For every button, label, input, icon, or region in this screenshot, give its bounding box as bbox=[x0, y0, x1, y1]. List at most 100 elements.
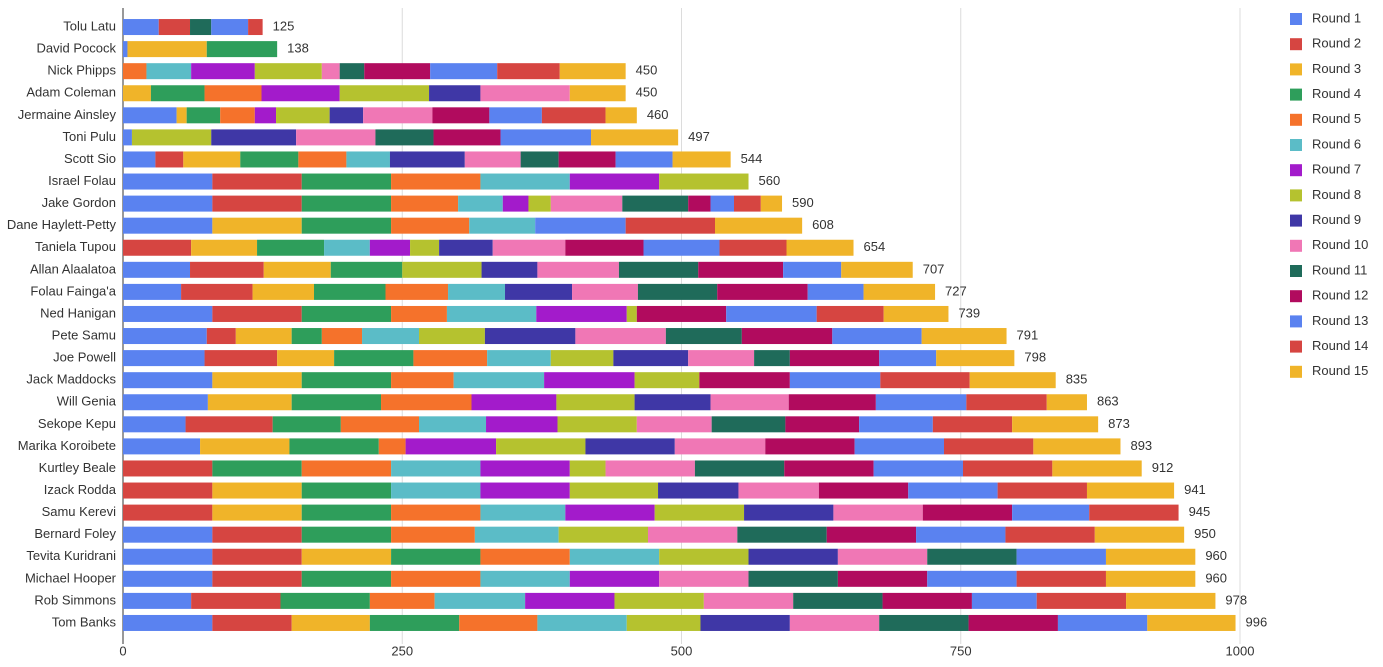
bar-segment bbox=[710, 195, 734, 212]
bar-segment bbox=[497, 63, 560, 80]
bar-segment bbox=[525, 592, 615, 609]
bar-segment bbox=[1016, 548, 1106, 565]
y-tick-label: Jake Gordon bbox=[42, 195, 116, 210]
bar-segment bbox=[391, 217, 470, 234]
bar-segment bbox=[453, 372, 545, 389]
y-tick-label: Tom Banks bbox=[52, 614, 117, 629]
bar-segment bbox=[688, 195, 711, 212]
bar-segment bbox=[1052, 460, 1142, 477]
bar-segment bbox=[569, 482, 659, 499]
bar-segment bbox=[572, 283, 638, 300]
bar-segment bbox=[220, 107, 255, 124]
bar-segment bbox=[744, 504, 834, 521]
bar-segment bbox=[1057, 614, 1148, 631]
legend-swatch bbox=[1290, 189, 1302, 202]
y-tick-label: Jermaine Ainsley bbox=[18, 107, 117, 122]
bar-segment bbox=[826, 526, 917, 543]
bar-segment bbox=[672, 151, 731, 168]
bar-segment bbox=[212, 173, 302, 190]
legend-swatch bbox=[1290, 315, 1302, 328]
bar-segment bbox=[710, 394, 789, 411]
bar-segment bbox=[123, 283, 182, 300]
total-label: 791 bbox=[1017, 327, 1039, 342]
bar-segment bbox=[212, 570, 302, 587]
bar-segment bbox=[123, 195, 213, 212]
y-tick-label: Michael Hooper bbox=[25, 570, 117, 585]
bar-segment bbox=[123, 107, 177, 124]
bar-segment bbox=[212, 614, 292, 631]
bar-segment bbox=[212, 548, 302, 565]
bar-segment bbox=[206, 328, 236, 345]
y-tick-label: Izack Rodda bbox=[44, 482, 117, 497]
y-tick-label: Ned Hanigan bbox=[40, 305, 116, 320]
bar-segment bbox=[748, 548, 838, 565]
legend-swatch bbox=[1290, 113, 1302, 126]
bar-segment bbox=[391, 526, 475, 543]
legend-label: Round 8 bbox=[1312, 187, 1361, 202]
bar-segment bbox=[505, 283, 573, 300]
bar-segment bbox=[760, 195, 783, 212]
bar-segment bbox=[183, 151, 241, 168]
bar-segment bbox=[391, 195, 459, 212]
bar-segment bbox=[186, 107, 221, 124]
bar-segment bbox=[434, 592, 526, 609]
bar-segment bbox=[634, 394, 711, 411]
legend-swatch bbox=[1290, 139, 1302, 151]
bar-segment bbox=[123, 614, 213, 631]
bar-segment bbox=[190, 261, 264, 278]
total-label: 978 bbox=[1225, 592, 1247, 607]
bar-segment bbox=[556, 394, 635, 411]
bar-segment bbox=[880, 372, 970, 389]
bar-segment bbox=[123, 592, 192, 609]
bar-segment bbox=[502, 195, 529, 212]
bar-segment bbox=[123, 416, 186, 433]
bar-segment bbox=[391, 482, 481, 499]
legend-label: Round 9 bbox=[1312, 212, 1361, 227]
total-label: 125 bbox=[273, 18, 295, 33]
bar-segment bbox=[748, 570, 838, 587]
bar-segment bbox=[439, 239, 493, 256]
bar-segment bbox=[433, 129, 501, 146]
bar-segment bbox=[715, 217, 803, 234]
bar-segment bbox=[369, 239, 411, 256]
bar-segment bbox=[123, 41, 128, 58]
bar-segment bbox=[212, 460, 302, 477]
bar-segment bbox=[481, 261, 538, 278]
bar-segment bbox=[123, 19, 159, 36]
bar-segment bbox=[123, 372, 213, 389]
bar-segment bbox=[484, 328, 576, 345]
bar-segment bbox=[537, 614, 627, 631]
bar-segment bbox=[921, 328, 1007, 345]
bar-segment bbox=[123, 85, 151, 102]
bar-segment bbox=[789, 614, 880, 631]
bar-segment bbox=[550, 195, 623, 212]
bar-segment bbox=[837, 570, 928, 587]
bar-segment bbox=[298, 151, 347, 168]
bar-segment bbox=[391, 460, 481, 477]
bar-segment bbox=[636, 305, 727, 322]
bar-segment bbox=[212, 526, 302, 543]
bar-segment bbox=[301, 548, 392, 565]
bar-segment bbox=[324, 239, 370, 256]
bar-segment bbox=[459, 614, 538, 631]
bar-segment bbox=[717, 283, 808, 300]
bar-segment bbox=[212, 504, 302, 521]
total-label: 497 bbox=[688, 129, 710, 144]
bar-segment bbox=[301, 372, 392, 389]
bar-segment bbox=[557, 416, 637, 433]
bar-segment bbox=[807, 283, 864, 300]
bar-segment bbox=[737, 526, 827, 543]
bar-segment bbox=[314, 283, 386, 300]
bar-segment bbox=[726, 305, 817, 322]
bar-segment bbox=[647, 526, 738, 543]
bar-segment bbox=[321, 328, 363, 345]
bar-segment bbox=[212, 372, 302, 389]
bar-segment bbox=[339, 63, 365, 80]
bar-segment bbox=[378, 438, 406, 455]
legend-swatch bbox=[1290, 214, 1302, 227]
bar-segment bbox=[362, 328, 420, 345]
bar-segment bbox=[927, 548, 1017, 565]
bar-segment bbox=[212, 217, 302, 234]
bar-segment bbox=[206, 41, 278, 58]
total-label: 960 bbox=[1205, 570, 1227, 585]
